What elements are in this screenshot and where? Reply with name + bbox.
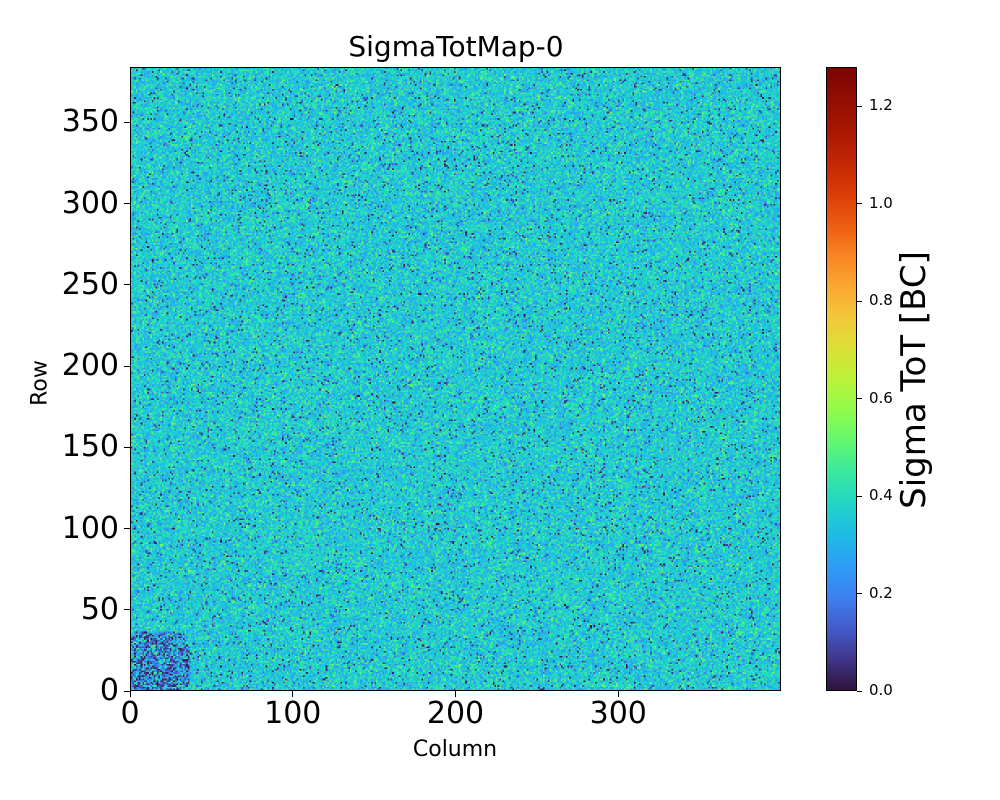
- y-tick-mark: [124, 203, 130, 204]
- x-tick-mark: [455, 691, 456, 697]
- colorbar-label: Sigma ToT [BC]: [894, 251, 934, 509]
- y-tick-label: 0: [99, 673, 119, 708]
- colorbar-tick-label: 0.4: [869, 486, 893, 504]
- colorbar-tick-label: 0.8: [869, 291, 893, 309]
- y-tick-label: 250: [61, 266, 119, 302]
- y-tick-label: 50: [80, 591, 119, 627]
- y-tick-mark: [124, 365, 130, 367]
- colorbar-tick-mark: [857, 690, 862, 692]
- colorbar-tick-mark: [857, 105, 862, 107]
- y-tick-label: 300: [61, 185, 119, 221]
- colorbar-tick-mark: [857, 593, 862, 594]
- y-tick-mark: [124, 284, 130, 286]
- colorbar-tick-mark: [857, 300, 862, 302]
- x-tick-label: 0: [120, 696, 140, 731]
- colorbar-tick-mark: [857, 203, 862, 204]
- colorbar-tick-label: 1.0: [869, 193, 893, 212]
- colorbar-tick-label: 0.6: [869, 388, 893, 407]
- y-tick-label: 100: [61, 510, 119, 546]
- y-tick-label: 150: [61, 429, 119, 465]
- heatmap-plot-area: [130, 67, 781, 691]
- x-tick-mark: [129, 691, 131, 697]
- y-tick-mark: [124, 528, 130, 529]
- heatmap-image: [131, 68, 780, 690]
- colorbar-tick-label: 0.2: [869, 583, 893, 602]
- x-tick-mark: [617, 691, 619, 697]
- y-tick-label: 350: [61, 104, 119, 140]
- colorbar: [826, 67, 857, 691]
- y-tick-label: 200: [61, 348, 119, 383]
- x-tick-label: 200: [426, 696, 485, 731]
- y-tick-mark: [124, 446, 130, 448]
- colorbar-tick-label: 0.0: [869, 681, 893, 699]
- colorbar-tick-mark: [857, 398, 862, 399]
- y-tick-mark: [124, 609, 130, 611]
- chart-title: SigmaTotMap-0: [348, 30, 564, 63]
- x-tick-label: 100: [264, 696, 322, 731]
- x-tick-mark: [292, 691, 294, 697]
- y-tick-mark: [124, 690, 130, 692]
- y-tick-mark: [124, 121, 130, 123]
- x-tick-label: 300: [589, 696, 647, 731]
- x-axis-label: Column: [412, 737, 498, 762]
- colorbar-tick-label: 1.2: [869, 96, 893, 114]
- colorbar-tick-mark: [857, 495, 862, 497]
